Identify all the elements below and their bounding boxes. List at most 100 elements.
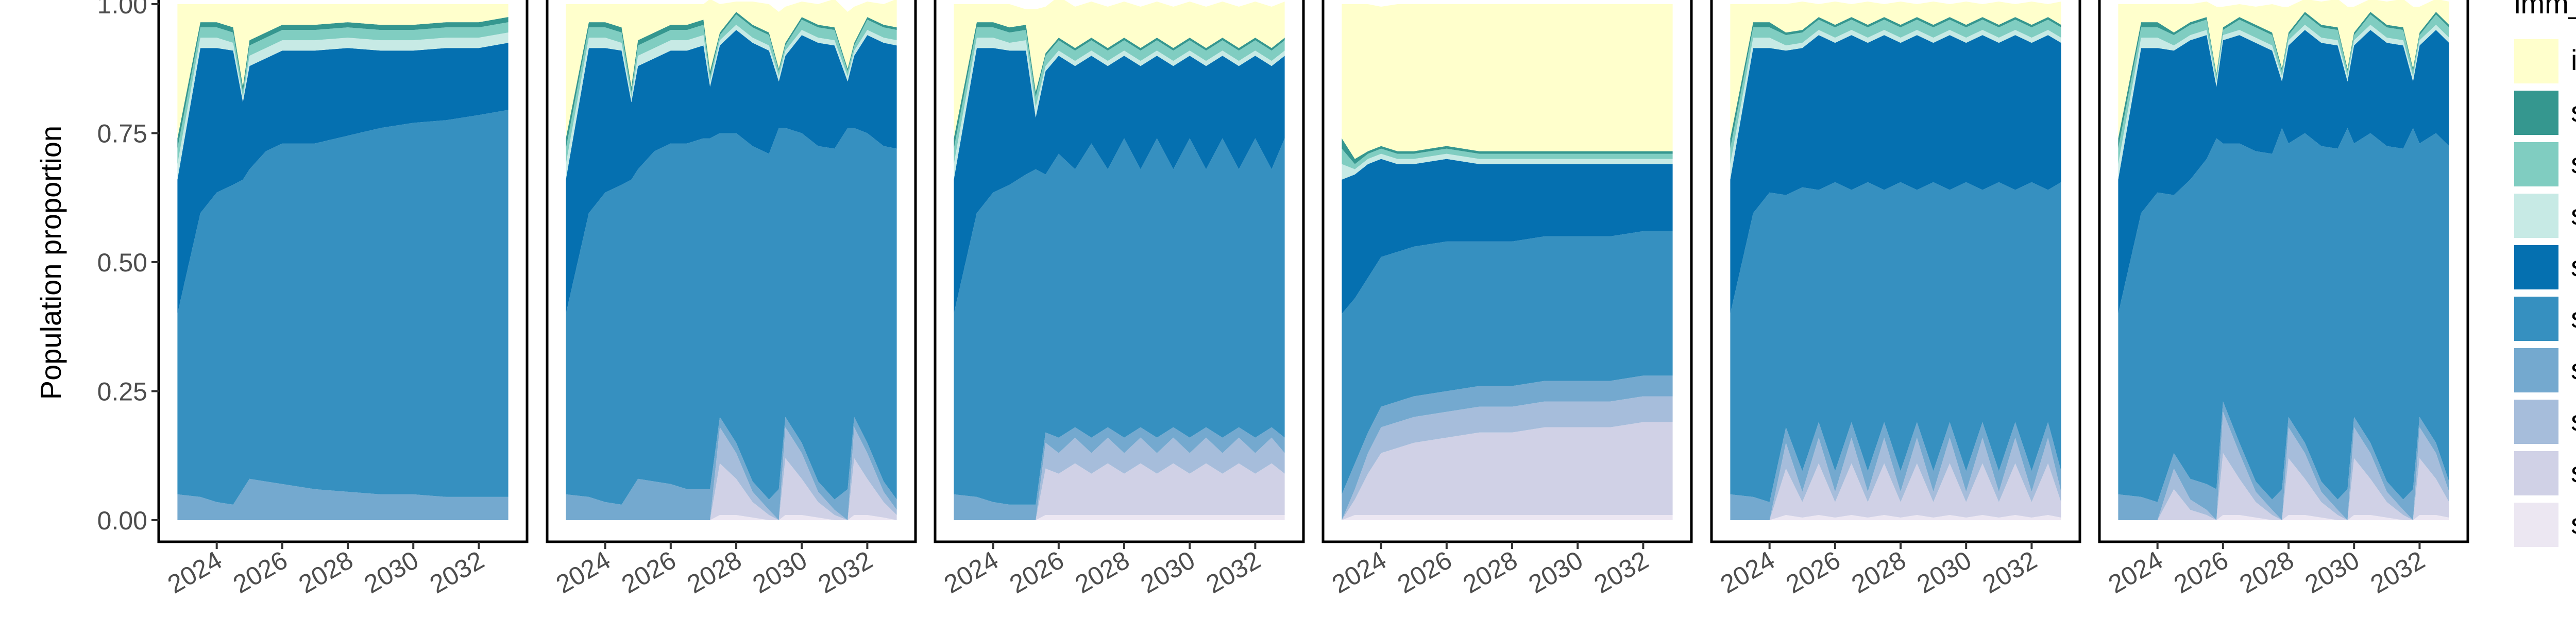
area-s2v2-panel-6 <box>2118 401 2449 520</box>
panel-5-border <box>1710 0 2081 543</box>
legend-label-s0v0: s0v0 <box>2571 95 2576 128</box>
area-s2v2-panel-5 <box>1730 422 2061 520</box>
x-tick-label: 2026 <box>1393 545 1456 599</box>
area-s0v3-panel-3 <box>954 437 1285 520</box>
area-s1v2-panel-4 <box>1342 231 1673 494</box>
panel-1-border <box>157 0 529 543</box>
area-s1v3-panel-4 <box>1342 422 1673 520</box>
legend-label-s2v2: s2v2 <box>2571 353 2576 385</box>
area-s0v2-panel-2 <box>566 30 897 314</box>
x-tick-label: 2030 <box>1912 545 1976 599</box>
area-s1v3-panel-6 <box>2118 453 2449 520</box>
area-s2v3-panel-6 <box>2118 515 2449 520</box>
area-s2v2-panel-3 <box>954 427 1285 520</box>
area-s0v0-panel-2 <box>566 12 897 149</box>
panel-6-border <box>2098 0 2469 543</box>
area-s0v2-panel-6 <box>2118 30 2449 314</box>
x-tick-label: 2028 <box>1070 545 1134 599</box>
legend-item-s0v3: s0v3 <box>2514 400 2576 444</box>
area-s1v3-panel-2 <box>566 458 897 520</box>
legend-swatch-s0v0 <box>2514 91 2558 135</box>
y-tick-label: 1.00 <box>97 0 147 19</box>
legend: imm_cat imm1 s0v0 s1v0 s2v0 s0v2 s1v2 s2v2 s0v3… <box>2514 0 2576 547</box>
area-s0v3-panel-6 <box>2118 411 2449 520</box>
area-s2v0-panel-5 <box>1730 30 2061 180</box>
legend-label-s2v0: s2v0 <box>2571 198 2576 231</box>
legend-label-s0v3: s0v3 <box>2571 404 2576 437</box>
legend-swatch-s1v2 <box>2514 297 2558 341</box>
legend-swatch-s2v0 <box>2514 194 2558 238</box>
legend-item-s2v2: s2v2 <box>2514 348 2576 392</box>
area-s2v3-panel-2 <box>566 515 897 520</box>
x-tick-label: 2028 <box>294 545 358 599</box>
area-s2v2-panel-1 <box>177 478 509 520</box>
area-imm1-panel-4 <box>1342 4 1673 159</box>
area-s2v3-panel-4 <box>1342 515 1673 520</box>
legend-item-s1v0: s1v0 <box>2514 142 2576 186</box>
area-s1v0-panel-5 <box>1730 20 2061 164</box>
area-s2v3-panel-5 <box>1730 515 2061 520</box>
legend-swatch-s0v3 <box>2514 400 2558 444</box>
legend-swatch-s1v3 <box>2514 451 2558 495</box>
area-s0v2-panel-1 <box>177 43 509 314</box>
panel-3-border <box>934 0 1305 543</box>
x-tick-label: 2030 <box>1136 545 1199 599</box>
x-tick-label: 2028 <box>1458 545 1522 599</box>
legend-item-s1v3: s1v3 <box>2514 451 2576 495</box>
y-tick-label: 0.00 <box>97 506 147 535</box>
legend-item-s0v2: s0v2 <box>2514 245 2576 289</box>
legend-item-s0v0: s0v0 <box>2514 91 2576 135</box>
area-s0v2-panel-3 <box>954 48 1285 314</box>
panel-2-border <box>546 0 917 543</box>
area-s1v0-panel-1 <box>177 22 509 164</box>
area-s1v2-panel-3 <box>954 138 1285 505</box>
x-tick-label: 2026 <box>617 545 681 599</box>
area-s1v2-panel-5 <box>1730 182 2061 502</box>
panel-5: 2024 2026 2028 2030 2032 <box>1710 0 2081 599</box>
area-s2v0-panel-4 <box>1342 153 1673 180</box>
x-tick-label: 2032 <box>425 545 489 599</box>
y-tick-label: 0.75 <box>97 119 147 148</box>
x-tick-label: 2024 <box>163 545 227 599</box>
area-imm1-panel-5 <box>1730 2 2061 139</box>
x-tick-label: 2032 <box>1589 545 1653 599</box>
area-s0v3-panel-4 <box>1342 396 1673 520</box>
x-tick-label: 2028 <box>2234 545 2298 599</box>
panel-4: 2024 2026 2028 2030 2032 <box>1321 0 1693 599</box>
legend-entries: imm1 s0v0 s1v0 s2v0 s0v2 s1v2 s2v2 s0v3 s1v3 s2v3 <box>2514 39 2576 547</box>
area-s2v0-panel-6 <box>2118 25 2449 180</box>
y-axis: 0.00 0.25 0.50 0.75 1.00 <box>97 0 159 535</box>
area-imm1-panel-6 <box>2118 0 2449 139</box>
panel-2: 2024 2026 2028 2030 2032 <box>546 0 917 599</box>
legend-swatch-s2v3 <box>2514 503 2558 547</box>
area-s0v2-panel-5 <box>1730 35 2061 314</box>
legend-swatch-s2v2 <box>2514 348 2558 392</box>
area-s1v3-panel-3 <box>954 463 1285 520</box>
area-s1v0-panel-2 <box>566 14 897 164</box>
x-tick-label: 2030 <box>2300 545 2364 599</box>
panel-3: 2024 2026 2028 2030 2032 <box>934 0 1305 599</box>
legend-item-s2v0: s2v0 <box>2514 194 2576 238</box>
legend-label-s2v3: s2v3 <box>2571 507 2576 540</box>
area-s1v2-panel-1 <box>177 110 509 505</box>
legend-swatch-s0v2 <box>2514 245 2558 289</box>
area-s0v0-panel-6 <box>2118 12 2449 149</box>
chart-panels: 2024 2026 2028 2030 2032 2024 2026 2028 2030 2032… <box>157 0 2469 599</box>
x-tick-label: 2030 <box>1523 545 1587 599</box>
legend-item-imm1: imm1 <box>2514 39 2576 83</box>
y-tick-label: 0.50 <box>97 248 147 277</box>
area-s2v3-panel-3 <box>954 515 1285 520</box>
area-s1v3-panel-5 <box>1730 463 2061 520</box>
legend-swatch-imm1 <box>2514 39 2558 83</box>
legend-label-s0v2: s0v2 <box>2571 250 2576 282</box>
area-s1v2-panel-6 <box>2118 128 2449 502</box>
y-axis-title: Population proportion <box>35 126 67 400</box>
area-imm1-panel-3 <box>954 0 1285 139</box>
x-tick-label: 2032 <box>1978 545 2042 599</box>
legend-item-s1v2: s1v2 <box>2514 297 2576 341</box>
legend-title: imm_cat <box>2514 0 2576 20</box>
area-s2v0-panel-1 <box>177 32 509 180</box>
legend-label-s1v2: s1v2 <box>2571 301 2576 334</box>
x-tick-label: 2026 <box>228 545 292 599</box>
